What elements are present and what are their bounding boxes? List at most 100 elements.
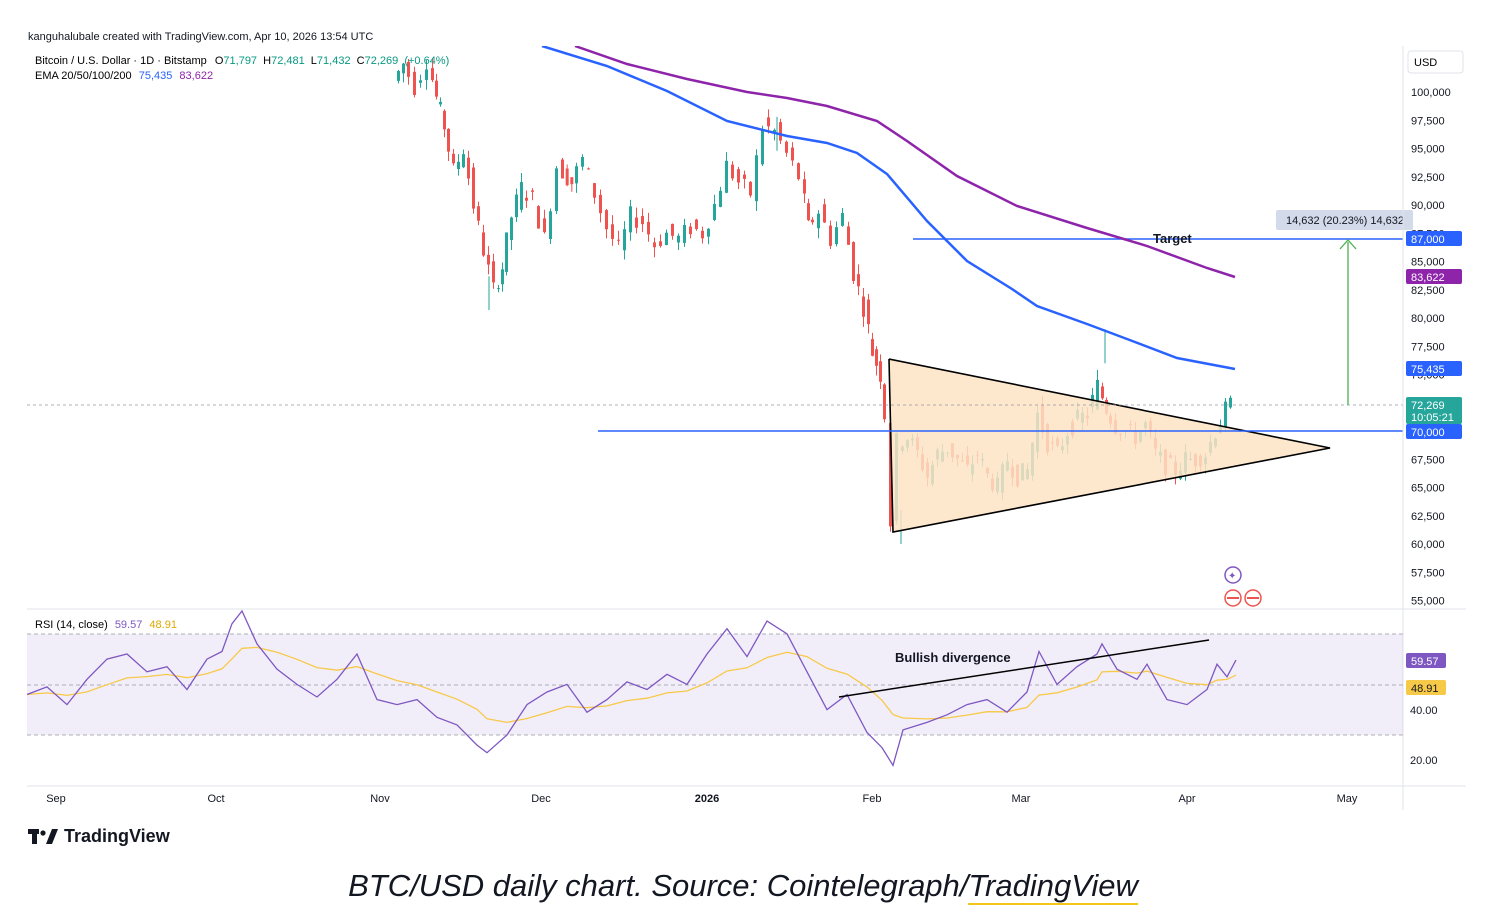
candle-body xyxy=(695,219,698,230)
legend-low-label: L xyxy=(311,55,317,67)
price-tick-label: 90,000 xyxy=(1411,200,1445,212)
price-tick-label: 60,000 xyxy=(1411,539,1445,551)
caption-source-link[interactable]: TradingView xyxy=(968,868,1138,905)
legend-ema-100: 75,435 xyxy=(139,70,173,82)
candle-body xyxy=(531,190,534,192)
legend-low: 71,432 xyxy=(317,55,351,67)
rsi-tag-ma: 48.91 xyxy=(1406,680,1446,695)
price-tag-ema-100-text: 75,435 xyxy=(1411,364,1445,376)
divergence-label: Bullish divergence xyxy=(895,650,1011,665)
candle-body xyxy=(635,217,638,228)
price-tag-last: 72,269 10:05:21 xyxy=(1406,397,1462,424)
candle-body xyxy=(647,221,650,235)
candle-body xyxy=(477,206,480,221)
price-tag-ema-200: 83,622 xyxy=(1406,269,1462,284)
candle-body xyxy=(497,288,500,290)
candle-body xyxy=(807,203,810,221)
price-tag-support: 70,000 xyxy=(1406,424,1462,439)
time-tick-label: Apr xyxy=(1178,793,1195,805)
candle-body xyxy=(659,241,662,246)
candle-body xyxy=(487,254,490,265)
candle-body xyxy=(599,194,602,214)
rsi-value: 59.57 xyxy=(115,619,143,631)
measure-label: 14,632 (20.23%) 14,632 xyxy=(1286,215,1404,227)
legend-high-label: H xyxy=(263,55,271,67)
candle-body xyxy=(431,68,434,81)
candle-body xyxy=(755,155,758,202)
tradingview-logo-text: TradingView xyxy=(64,826,170,846)
ema-200-line xyxy=(574,44,1236,279)
candle-body xyxy=(791,147,794,161)
price-tick-label: 62,500 xyxy=(1411,511,1445,523)
rsi-tag-value-text: 59.57 xyxy=(1411,656,1439,668)
candle-body xyxy=(575,166,578,184)
rsi-ma-line xyxy=(26,646,1237,724)
candle-body xyxy=(829,225,832,246)
price-tick-label: 55,000 xyxy=(1411,596,1445,608)
candle-body xyxy=(749,181,752,196)
candle-body xyxy=(803,179,806,194)
btc-chart-svg[interactable]: 14,632 (20.23%) 14,632 Target Bitcoin / … xyxy=(26,44,1466,810)
candle-body xyxy=(852,242,855,281)
candle-body xyxy=(743,174,746,179)
legend-ema-200: 83,622 xyxy=(179,70,213,82)
candle-body xyxy=(543,218,546,233)
legend-close-label: C xyxy=(357,55,365,67)
candle-body xyxy=(492,261,495,283)
candle-body xyxy=(879,361,882,382)
candle-body xyxy=(515,194,518,218)
candle-body xyxy=(561,159,564,179)
currency-button[interactable] xyxy=(1407,50,1464,74)
ema-100-line xyxy=(541,44,1236,371)
candle-body xyxy=(1096,379,1099,410)
candle-body xyxy=(683,224,686,243)
candle-body xyxy=(452,153,455,164)
ai-badge-glyph: ✦ xyxy=(1228,571,1236,582)
triangle-pattern-fill xyxy=(889,359,1330,532)
candle-body xyxy=(505,232,508,272)
candle-body xyxy=(713,203,716,221)
candle-body xyxy=(671,223,674,236)
candle-body xyxy=(689,226,692,235)
time-tick-label: Oct xyxy=(207,793,224,805)
price-tag-last-text: 72,269 xyxy=(1411,400,1445,412)
candle-body xyxy=(665,232,668,245)
legend-high: 72,481 xyxy=(271,55,305,67)
time-tick-label: Dec xyxy=(531,793,551,805)
price-tick-label: 67,500 xyxy=(1411,454,1445,466)
event-badges[interactable]: ✦ xyxy=(1224,566,1262,607)
candle-body xyxy=(867,299,870,325)
candle-body xyxy=(823,204,826,223)
rsi-tick-40: 40.00 xyxy=(1410,705,1438,717)
time-tick-label: Feb xyxy=(863,793,882,805)
candle-body xyxy=(611,224,614,239)
candle-body xyxy=(402,63,405,74)
candle-body xyxy=(883,384,886,420)
candle-body xyxy=(737,169,740,183)
target-label: Target xyxy=(1153,231,1192,246)
price-tick-label: 77,500 xyxy=(1411,341,1445,353)
candle-body xyxy=(835,227,838,245)
candle-body xyxy=(701,230,704,239)
candle-body xyxy=(811,219,814,223)
candle-body xyxy=(761,128,764,165)
rsi-tag-ma-text: 48.91 xyxy=(1411,683,1439,695)
candle-body xyxy=(593,183,596,198)
candle-body xyxy=(443,110,446,130)
candle-body xyxy=(501,269,504,285)
ai-badge-icon[interactable] xyxy=(1224,566,1242,584)
candle-body xyxy=(407,61,410,77)
rsi-band-background xyxy=(27,634,1403,735)
chart-area[interactable]: 14,632 (20.23%) 14,632 Target Bitcoin / … xyxy=(26,44,1466,810)
candle-body xyxy=(520,182,523,210)
candle-body xyxy=(623,229,626,251)
candle-body xyxy=(847,226,850,245)
figure-caption: BTC/USD daily chart. Source: Cointelegra… xyxy=(0,868,1486,905)
candle-body xyxy=(510,217,513,240)
price-tick-label: 92,500 xyxy=(1411,172,1445,184)
candle-body xyxy=(773,129,776,134)
price-tick-label: 65,000 xyxy=(1411,483,1445,495)
target-arrow-head xyxy=(1339,239,1357,250)
currency-label[interactable]: USD xyxy=(1414,57,1437,69)
caption-text: BTC/USD daily chart. Source: Cointelegra… xyxy=(348,868,969,903)
